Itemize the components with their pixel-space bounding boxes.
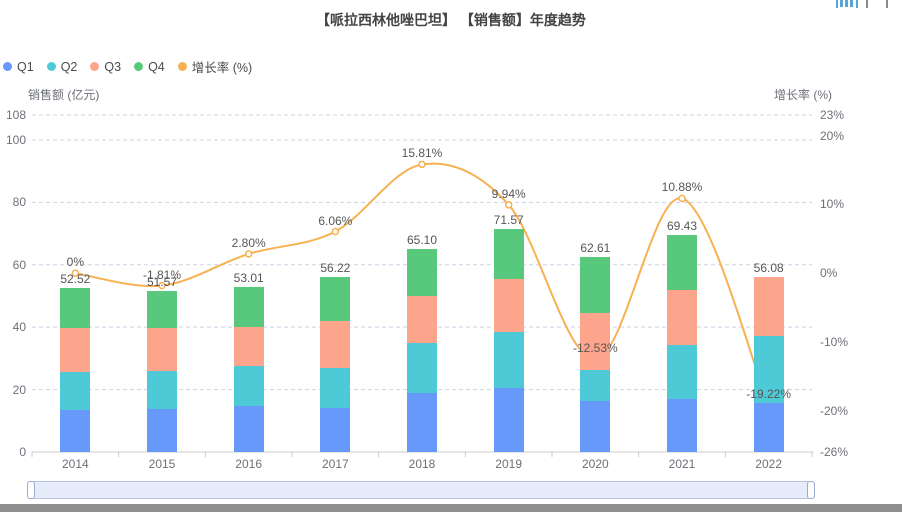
bar-segment-q2-2017[interactable] <box>320 367 351 409</box>
bar-segment-q2-2015[interactable] <box>147 371 177 409</box>
bar-segment-q3-2017[interactable] <box>320 320 351 368</box>
bar-segment-q3-2021[interactable] <box>667 289 697 346</box>
legend: Q1 Q2 Q3 Q4 增长率 (%) <box>3 57 252 76</box>
legend-item-q1[interactable]: Q1 <box>3 60 34 74</box>
bar-segment-q4-2019[interactable] <box>493 228 524 279</box>
legend-item-growth-rate[interactable]: 增长率 (%) <box>177 57 253 76</box>
bar-segment-q2-2019[interactable] <box>493 331 524 388</box>
bar-segment-q1-2017[interactable] <box>320 408 351 452</box>
right-axis-title: 增长率 (%) <box>774 88 832 102</box>
bar-segment-q3-2022[interactable] <box>753 276 784 336</box>
legend-marker-icon <box>3 62 12 71</box>
left-axis-title: 销售额 (亿元) <box>28 88 100 102</box>
legend-marker-icon <box>46 62 56 71</box>
bar-segment-q3-2018[interactable] <box>407 295 437 344</box>
bar-segment-q1-2022[interactable] <box>753 403 784 452</box>
bar-segment-q2-2016[interactable] <box>233 366 264 406</box>
chart-title: 【哌拉西林他唑巴坦】 【销售额】年度趋势 <box>316 12 586 28</box>
legend-label: Q4 <box>148 59 165 74</box>
bar-segment-q2-2014[interactable] <box>60 371 91 410</box>
bar-segment-q1-2021[interactable] <box>667 398 697 452</box>
bar-segment-q1-2018[interactable] <box>407 393 437 452</box>
save-image-icon[interactable] <box>866 0 888 8</box>
bar-segment-q4-2018[interactable] <box>407 248 437 296</box>
legend-label: Q3 <box>104 59 122 74</box>
bar-segment-q3-2020[interactable] <box>580 312 611 371</box>
bar-segment-q2-2022[interactable] <box>753 335 784 404</box>
bar-segment-q3-2014[interactable] <box>60 327 91 372</box>
bar-segment-q1-2020[interactable] <box>580 401 611 452</box>
bar-segment-q2-2018[interactable] <box>407 343 437 394</box>
legend-item-q3[interactable]: Q3 <box>90 60 121 74</box>
legend-marker-icon <box>90 62 100 71</box>
bar-segment-q2-2020[interactable] <box>580 370 611 402</box>
legend-label: Q1 <box>17 59 34 74</box>
bar-segment-q3-2015[interactable] <box>147 327 177 372</box>
legend-item-q2[interactable]: Q2 <box>46 59 78 74</box>
legend-marker-icon <box>177 62 187 71</box>
datazoom-handle-left[interactable] <box>27 481 35 499</box>
bar-segment-q4-2021[interactable] <box>667 235 697 290</box>
bar-segment-q4-2014[interactable] <box>60 288 91 328</box>
legend-label: 增长率 (%) <box>191 61 253 75</box>
bar-segment-q2-2021[interactable] <box>667 345 697 399</box>
bar-segment-q4-2015[interactable] <box>147 290 177 328</box>
bar-segment-q1-2015[interactable] <box>147 408 177 452</box>
bar-segment-q1-2014[interactable] <box>60 409 91 452</box>
bar-segment-q4-2020[interactable] <box>580 256 611 313</box>
bar-segment-q1-2019[interactable] <box>493 387 524 452</box>
data-view-icon[interactable] <box>836 0 858 8</box>
datazoom-handle-right[interactable] <box>807 481 815 499</box>
datazoom-slider[interactable] <box>27 481 815 499</box>
bar-segment-q4-2017[interactable] <box>320 276 351 321</box>
bar-segment-q1-2016[interactable] <box>233 405 264 452</box>
bar-segment-q4-2016[interactable] <box>233 286 264 327</box>
legend-item-q4[interactable]: Q4 <box>134 60 165 74</box>
bar-segment-q3-2019[interactable] <box>493 278 524 332</box>
legend-label: Q2 <box>60 59 78 74</box>
bar-segment-q3-2016[interactable] <box>233 326 264 367</box>
legend-marker-icon <box>134 62 144 71</box>
bottom-window-strip <box>0 504 902 512</box>
